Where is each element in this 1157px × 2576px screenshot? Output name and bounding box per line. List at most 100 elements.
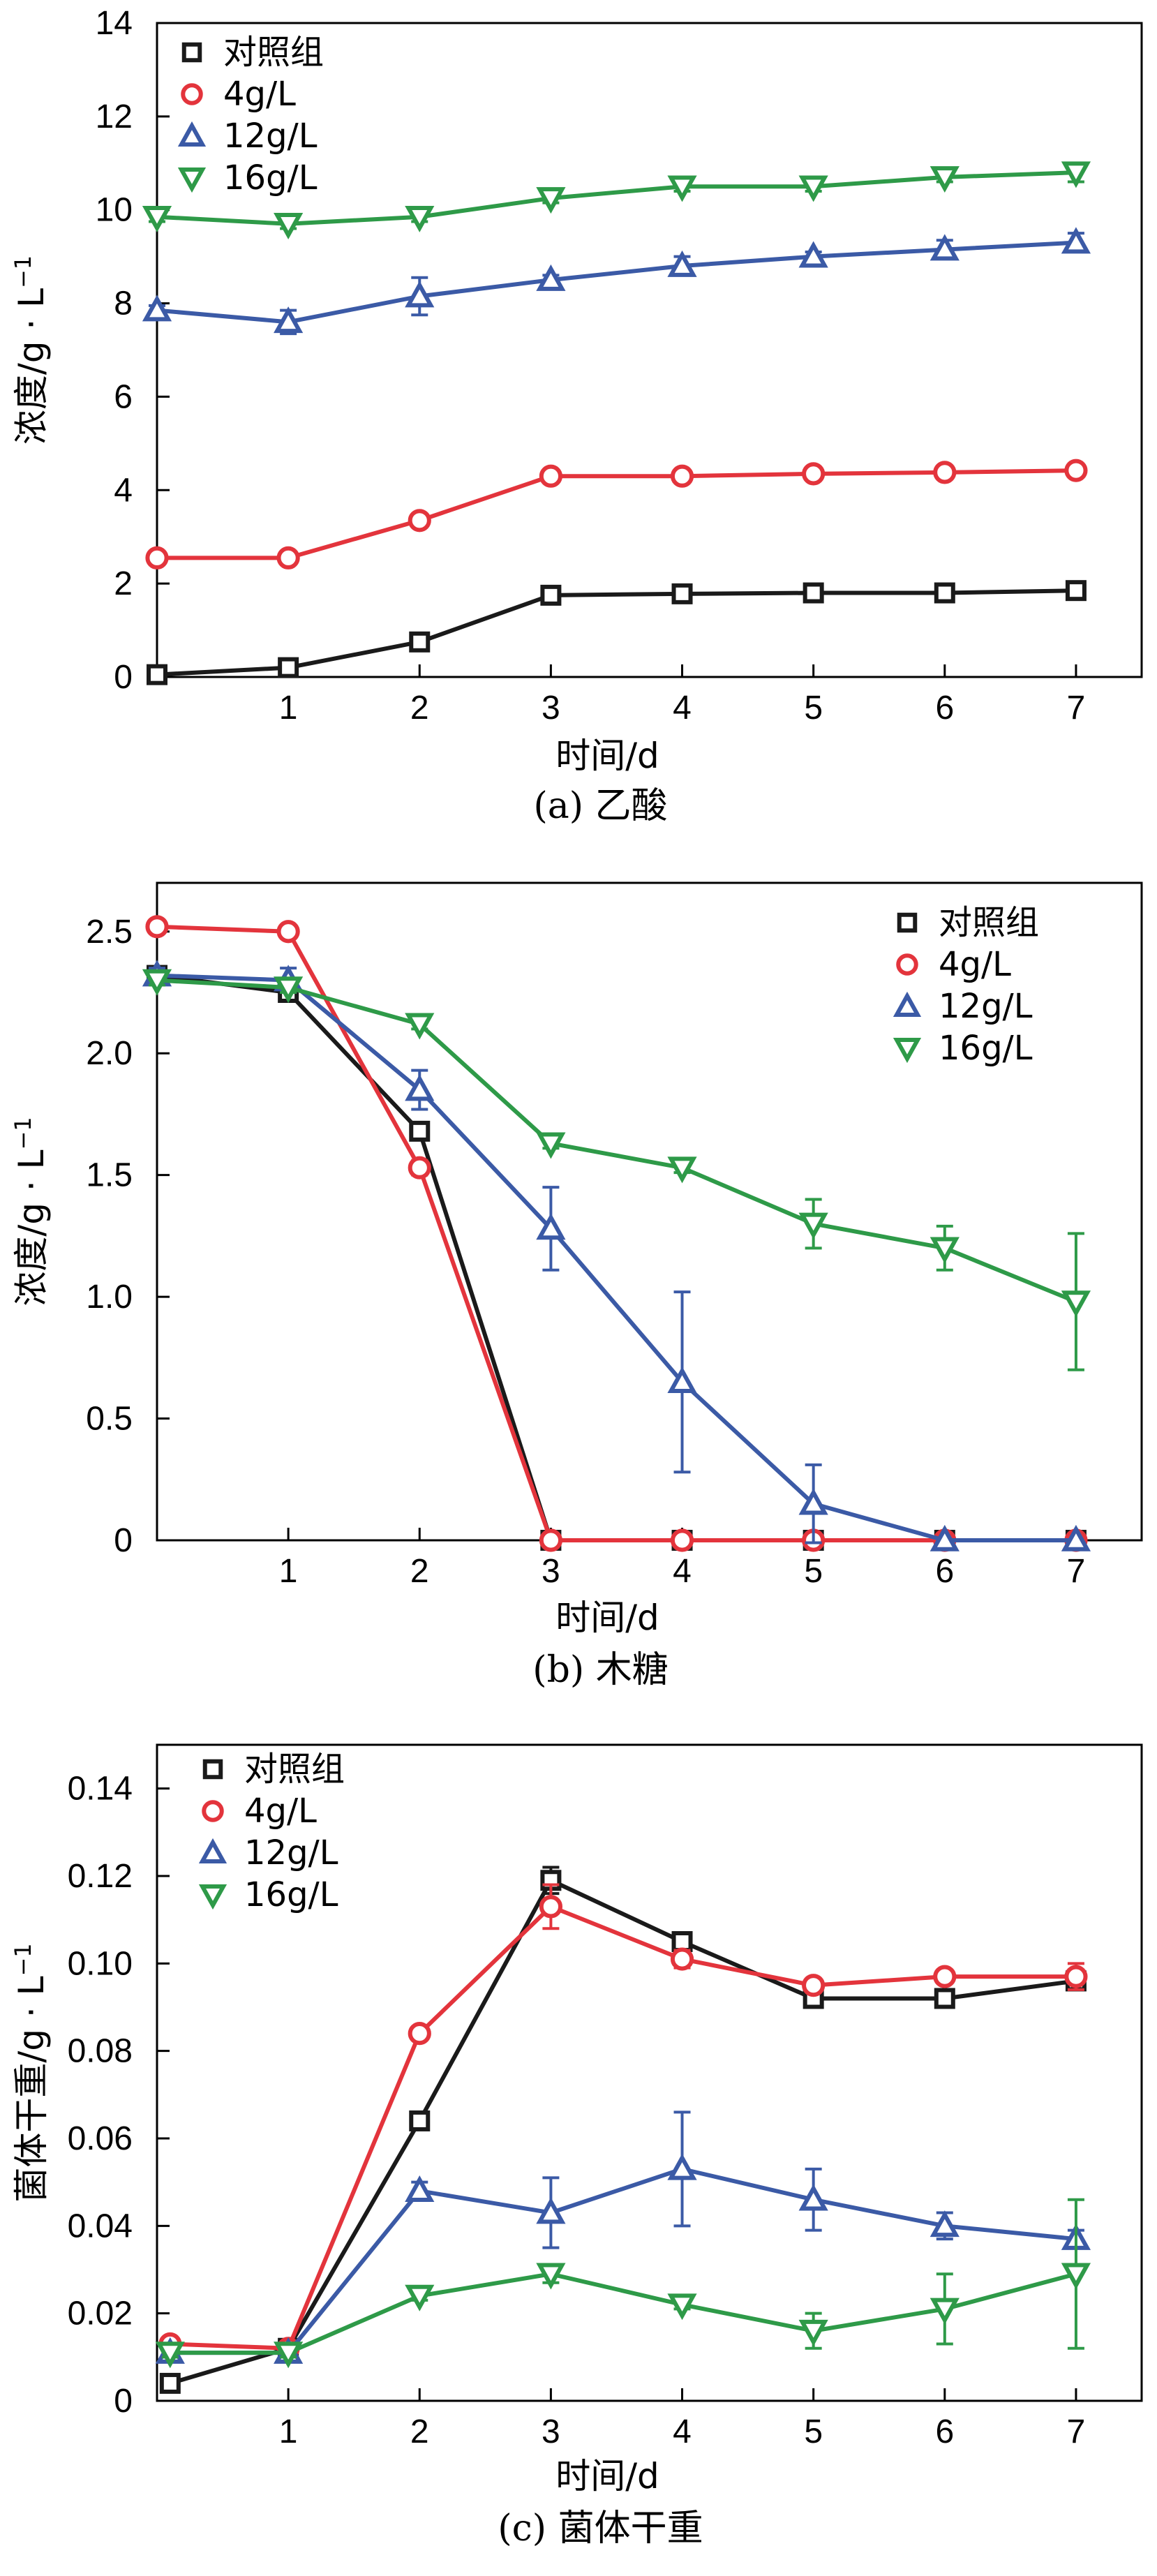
data-point: [934, 582, 955, 604]
data-point: [409, 631, 431, 653]
y-tick-label: 0: [114, 2383, 133, 2420]
x-tick-label: 4: [673, 1553, 692, 1590]
series-line: [156, 973, 1076, 1542]
legend-label: 16g/L: [223, 158, 318, 198]
data-point: [667, 2293, 697, 2321]
data-point: [405, 2284, 435, 2311]
data-point: [536, 187, 566, 214]
series-16g/L: [142, 161, 1091, 239]
series-line: [170, 1904, 1076, 2351]
legend-marker: [896, 953, 918, 976]
legend-marker: [893, 991, 922, 1017]
data-point: [798, 175, 828, 202]
legend-label: 12g/L: [244, 1833, 338, 1873]
data-point: [930, 1237, 960, 1264]
plot-frame: [156, 22, 1143, 678]
legend-label: 4g/L: [939, 945, 1011, 984]
series-4g/L: [145, 459, 1088, 569]
data-point: [405, 1013, 435, 1040]
data-point: [1064, 1965, 1088, 1988]
y-tick-label: 0.08: [68, 2033, 133, 2070]
data-point: [142, 205, 172, 232]
legend-label: 对照组: [223, 33, 324, 72]
y-tick-label: 12: [96, 98, 133, 135]
data-point: [405, 281, 435, 308]
data-point: [274, 306, 304, 334]
data-point: [147, 664, 167, 685]
series-line: [170, 2166, 1077, 2355]
x-tick-label: 5: [804, 2413, 823, 2450]
y-tick-label: 14: [96, 5, 133, 42]
chart-caption: (c) 菌体干重: [498, 2508, 703, 2549]
data-point: [798, 1488, 828, 1515]
legend-label: 4g/L: [244, 1792, 317, 1831]
data-point: [408, 2022, 431, 2046]
data-point: [155, 2342, 185, 2369]
y-tick-label: 0.5: [86, 1401, 133, 1438]
x-axis-title: 时间/d: [555, 736, 659, 776]
data-point: [409, 2110, 431, 2131]
legend-marker: [198, 1838, 227, 1863]
data-point: [803, 582, 824, 604]
series-line: [156, 170, 1077, 226]
x-axis-title: 时间/d: [555, 1598, 659, 1638]
x-tick-label: 5: [804, 1553, 823, 1590]
x-axis-title: 时间/d: [555, 2456, 659, 2496]
data-point: [536, 2197, 566, 2224]
data-point: [276, 920, 300, 944]
data-point: [667, 1367, 697, 1394]
x-tick-label: 2: [410, 1553, 429, 1590]
x-tick-label: 1: [279, 1553, 298, 1590]
y-axis-title: 浓度/g · L−1: [10, 1117, 52, 1306]
data-point: [1065, 580, 1087, 602]
data-point: [934, 1988, 955, 2009]
series-line: [169, 1878, 1077, 2385]
y-tick-label: 0: [114, 1522, 133, 1559]
x-tick-label: 4: [673, 690, 692, 727]
legend-label: 对照组: [939, 903, 1039, 942]
data-point: [933, 1965, 957, 1988]
y-tick-label: 0.12: [68, 1858, 133, 1895]
data-point: [405, 205, 435, 232]
chart-caption: (b) 木糖: [532, 1649, 668, 1691]
legend-marker: [198, 1884, 227, 1910]
x-tick-label: 6: [935, 690, 954, 727]
legend-marker: [897, 912, 918, 933]
y-tick-label: 0.04: [68, 2208, 133, 2244]
data-point: [142, 295, 172, 322]
x-tick-label: 4: [673, 2413, 692, 2450]
legend-label: 16g/L: [244, 1875, 338, 1914]
series-line: [170, 2272, 1077, 2355]
y-tick-label: 0: [114, 659, 133, 696]
data-point: [798, 2184, 828, 2211]
data-point: [930, 166, 960, 193]
data-point: [536, 264, 566, 291]
legend-marker: [181, 83, 203, 105]
y-tick-label: 0.06: [68, 2120, 133, 2157]
series-16g/L: [142, 969, 1091, 1371]
y-tick-label: 8: [114, 285, 133, 322]
x-tick-label: 1: [279, 2413, 298, 2450]
data-point: [539, 464, 563, 488]
data-point: [536, 1213, 566, 1240]
legend-label: 16g/L: [939, 1029, 1033, 1068]
series-line: [156, 240, 1077, 325]
y-tick-label: 0.10: [68, 1945, 133, 1982]
chart-c: 1 2 3 4 5 6 7 0 0.02 0.04 0.06 0.08 0.10 0.12 0.14 时间/d…: [10, 1743, 1143, 2549]
data-point: [798, 241, 828, 268]
x-tick-label: 7: [1067, 2413, 1086, 2450]
legend-label: 对照组: [244, 1750, 345, 1789]
data-point: [667, 175, 697, 202]
data-point: [145, 546, 169, 569]
y-axis-title: 浓度/g · L−1: [10, 255, 52, 445]
y-tick-label: 2: [114, 565, 133, 602]
x-tick-label: 3: [542, 2413, 560, 2450]
legend-marker: [893, 1038, 922, 1064]
data-point: [276, 546, 300, 569]
data-point: [1061, 2263, 1091, 2290]
data-point: [274, 976, 304, 1004]
data-point: [671, 1931, 693, 1952]
data-point: [1061, 1524, 1091, 1551]
